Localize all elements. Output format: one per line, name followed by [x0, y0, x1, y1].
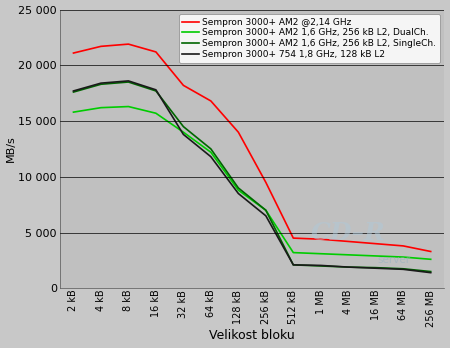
Sempron 3000+ 754 1,8 GHz, 128 kB L2	[428, 271, 433, 275]
Sempron 3000+ AM2 1,6 GHz, 256 kB L2, DualCh.	[291, 251, 296, 255]
Sempron 3000+ AM2 1,6 GHz, 256 kB L2, DualCh.	[153, 111, 158, 115]
Sempron 3000+ AM2 @2,14 GHz	[181, 83, 186, 87]
Text: CD–R: CD–R	[311, 221, 386, 245]
Sempron 3000+ AM2 1,6 GHz, 256 kB L2, SingleCh.	[153, 89, 158, 93]
Sempron 3000+ AM2 1,6 GHz, 256 kB L2, DualCh.	[263, 208, 269, 212]
Sempron 3000+ AM2 1,6 GHz, 256 kB L2, DualCh.	[98, 105, 104, 110]
Sempron 3000+ 754 1,8 GHz, 128 kB L2	[208, 155, 214, 159]
Sempron 3000+ AM2 1,6 GHz, 256 kB L2, SingleCh.	[373, 266, 378, 270]
Sempron 3000+ AM2 @2,14 GHz	[98, 44, 104, 48]
Sempron 3000+ AM2 1,6 GHz, 256 kB L2, SingleCh.	[291, 263, 296, 267]
Sempron 3000+ 754 1,8 GHz, 128 kB L2	[98, 81, 104, 85]
Sempron 3000+ AM2 @2,14 GHz	[126, 42, 131, 46]
Sempron 3000+ 754 1,8 GHz, 128 kB L2	[373, 266, 378, 270]
Line: Sempron 3000+ AM2 @2,14 GHz: Sempron 3000+ AM2 @2,14 GHz	[73, 44, 431, 252]
Sempron 3000+ AM2 @2,14 GHz	[263, 180, 269, 184]
Line: Sempron 3000+ 754 1,8 GHz, 128 kB L2: Sempron 3000+ 754 1,8 GHz, 128 kB L2	[73, 81, 431, 273]
Sempron 3000+ AM2 @2,14 GHz	[373, 242, 378, 246]
Sempron 3000+ 754 1,8 GHz, 128 kB L2	[291, 263, 296, 267]
Sempron 3000+ AM2 @2,14 GHz	[153, 50, 158, 54]
Sempron 3000+ AM2 1,6 GHz, 256 kB L2, DualCh.	[373, 254, 378, 258]
Sempron 3000+ AM2 1,6 GHz, 256 kB L2, SingleCh.	[181, 125, 186, 129]
Sempron 3000+ AM2 @2,14 GHz	[236, 130, 241, 134]
Sempron 3000+ AM2 1,6 GHz, 256 kB L2, SingleCh.	[208, 147, 214, 151]
Sempron 3000+ AM2 @2,14 GHz	[318, 237, 324, 241]
Sempron 3000+ AM2 1,6 GHz, 256 kB L2, SingleCh.	[400, 267, 406, 271]
Sempron 3000+ AM2 1,6 GHz, 256 kB L2, SingleCh.	[263, 208, 269, 212]
Legend: Sempron 3000+ AM2 @2,14 GHz, Sempron 3000+ AM2 1,6 GHz, 256 kB L2, DualCh., Semp: Sempron 3000+ AM2 @2,14 GHz, Sempron 300…	[179, 14, 440, 63]
Sempron 3000+ AM2 1,6 GHz, 256 kB L2, DualCh.	[236, 188, 241, 192]
Sempron 3000+ AM2 @2,14 GHz	[428, 250, 433, 254]
Sempron 3000+ 754 1,8 GHz, 128 kB L2	[71, 89, 76, 93]
Sempron 3000+ AM2 1,6 GHz, 256 kB L2, SingleCh.	[98, 82, 104, 86]
Sempron 3000+ 754 1,8 GHz, 128 kB L2	[263, 214, 269, 218]
Sempron 3000+ 754 1,8 GHz, 128 kB L2	[346, 265, 351, 269]
Sempron 3000+ AM2 1,6 GHz, 256 kB L2, DualCh.	[318, 252, 324, 256]
Sempron 3000+ AM2 1,6 GHz, 256 kB L2, SingleCh.	[428, 269, 433, 274]
Sempron 3000+ 754 1,8 GHz, 128 kB L2	[318, 263, 324, 268]
Sempron 3000+ AM2 1,6 GHz, 256 kB L2, DualCh.	[181, 130, 186, 134]
Sempron 3000+ AM2 1,6 GHz, 256 kB L2, DualCh.	[126, 104, 131, 109]
Sempron 3000+ AM2 @2,14 GHz	[346, 239, 351, 244]
Sempron 3000+ AM2 1,6 GHz, 256 kB L2, SingleCh.	[236, 186, 241, 190]
Text: server: server	[378, 255, 411, 266]
Sempron 3000+ 754 1,8 GHz, 128 kB L2	[236, 191, 241, 196]
Sempron 3000+ AM2 1,6 GHz, 256 kB L2, SingleCh.	[71, 90, 76, 94]
Sempron 3000+ AM2 @2,14 GHz	[400, 244, 406, 248]
X-axis label: Velikost bloku: Velikost bloku	[209, 330, 295, 342]
Y-axis label: MB/s: MB/s	[5, 135, 16, 162]
Sempron 3000+ AM2 1,6 GHz, 256 kB L2, SingleCh.	[346, 265, 351, 269]
Sempron 3000+ AM2 1,6 GHz, 256 kB L2, DualCh.	[71, 110, 76, 114]
Line: Sempron 3000+ AM2 1,6 GHz, 256 kB L2, DualCh.: Sempron 3000+ AM2 1,6 GHz, 256 kB L2, Du…	[73, 106, 431, 259]
Sempron 3000+ AM2 @2,14 GHz	[208, 99, 214, 103]
Sempron 3000+ AM2 1,6 GHz, 256 kB L2, DualCh.	[400, 255, 406, 259]
Sempron 3000+ AM2 @2,14 GHz	[71, 51, 76, 55]
Sempron 3000+ 754 1,8 GHz, 128 kB L2	[126, 79, 131, 83]
Sempron 3000+ AM2 @2,14 GHz	[291, 236, 296, 240]
Sempron 3000+ AM2 1,6 GHz, 256 kB L2, DualCh.	[428, 257, 433, 261]
Sempron 3000+ AM2 1,6 GHz, 256 kB L2, DualCh.	[208, 150, 214, 155]
Sempron 3000+ 754 1,8 GHz, 128 kB L2	[181, 132, 186, 136]
Line: Sempron 3000+ AM2 1,6 GHz, 256 kB L2, SingleCh.: Sempron 3000+ AM2 1,6 GHz, 256 kB L2, Si…	[73, 82, 431, 271]
Sempron 3000+ AM2 1,6 GHz, 256 kB L2, SingleCh.	[126, 80, 131, 84]
Sempron 3000+ 754 1,8 GHz, 128 kB L2	[400, 267, 406, 271]
Sempron 3000+ AM2 1,6 GHz, 256 kB L2, DualCh.	[346, 253, 351, 257]
Sempron 3000+ 754 1,8 GHz, 128 kB L2	[153, 88, 158, 92]
Sempron 3000+ AM2 1,6 GHz, 256 kB L2, SingleCh.	[318, 264, 324, 268]
